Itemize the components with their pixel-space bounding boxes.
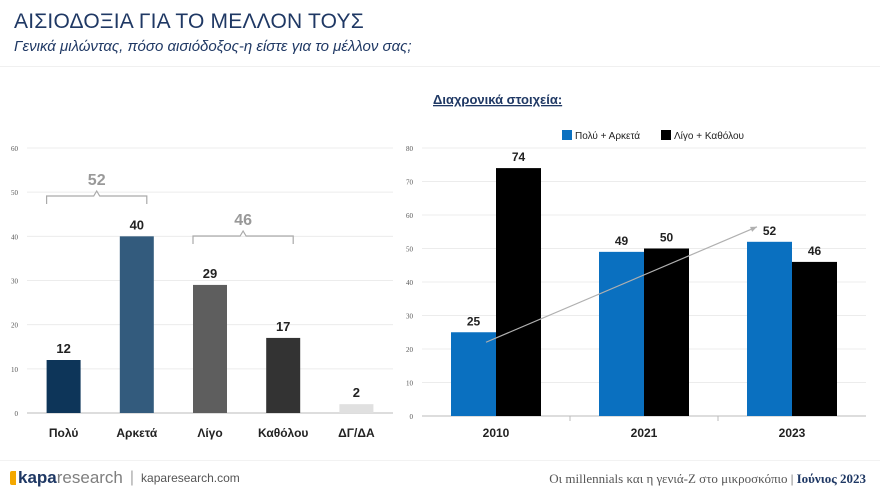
x-tick-label: Πολύ	[49, 426, 78, 440]
y-tick-label: 10	[406, 380, 414, 388]
page-subtitle: Γενικά μιλώντας, πόσο αισιόδοξος-η είστε…	[14, 38, 412, 55]
y-tick-label: 80	[406, 145, 414, 153]
bar-positive	[451, 332, 496, 416]
page-title: ΑΙΣΙΟΔΟΞΙΑ ΓΙΑ ΤΟ ΜΕΛΛΟΝ ΤΟΥΣ	[14, 10, 364, 33]
data-label: 29	[203, 266, 217, 281]
header-divider	[0, 66, 880, 67]
x-tick-label: 2023	[779, 426, 806, 440]
y-tick-label: 70	[406, 179, 414, 187]
bar-positive	[599, 251, 644, 416]
x-tick-label: Λίγο	[197, 426, 222, 440]
data-label: 50	[660, 231, 674, 245]
footer-url: kaparesearch.com	[141, 471, 240, 485]
bar	[266, 337, 301, 413]
x-tick-label: ΔΓ/ΔΑ	[338, 426, 375, 440]
bar-negative	[792, 261, 837, 416]
bar-positive	[747, 241, 792, 416]
y-tick-label: 50	[406, 246, 414, 254]
data-label: 52	[763, 224, 777, 238]
right-bar-chart: Διαχρονικά στοιχεία: 0 10 20 30 40 50 60 70 80 25 4…	[406, 92, 866, 440]
data-label: 74	[512, 150, 526, 164]
report-date: Ιούνιος 2023	[796, 471, 866, 486]
data-label: 25	[467, 314, 481, 328]
data-label: 40	[130, 217, 144, 232]
x-tick-label: 2010	[483, 426, 510, 440]
bar	[119, 236, 154, 413]
bar-negative	[644, 248, 689, 416]
bracket-total-label: 52	[88, 172, 106, 189]
y-tick-label: 60	[406, 212, 414, 220]
bar-negative	[496, 168, 541, 416]
logo-mark-icon	[10, 471, 16, 485]
x-tick-label: 2021	[631, 426, 658, 440]
y-tick-label: 60	[11, 145, 19, 153]
bar	[46, 360, 81, 413]
bracket-total-label: 46	[234, 212, 252, 229]
trend-arrow	[485, 226, 758, 343]
y-tick-label: 40	[11, 233, 19, 241]
y-tick-label: 30	[406, 313, 414, 321]
bracket	[192, 229, 294, 244]
chart-title: Διαχρονικά στοιχεία:	[433, 92, 562, 107]
y-tick-label: 0	[15, 410, 19, 418]
logo-bold-text: kapa	[18, 468, 57, 487]
legend-swatch	[661, 130, 671, 140]
y-tick-label: 30	[11, 278, 19, 286]
bar	[339, 404, 374, 413]
kapa-research-logo: kapa research | kaparesearch.com	[10, 468, 240, 488]
footer-report: Οι millennials και η γενιά-Ζ στο μικροσκ…	[549, 471, 866, 487]
bar	[193, 284, 227, 413]
y-tick-label: 20	[11, 322, 19, 330]
y-tick-label: 50	[11, 189, 19, 197]
report-title: Οι millennials και η γενιά-Ζ στο μικροσκ…	[549, 471, 797, 486]
legend-label: Λίγο + Καθόλου	[674, 130, 744, 142]
y-tick-label: 20	[406, 346, 414, 354]
data-label: 49	[615, 234, 629, 248]
legend-swatch	[562, 130, 572, 140]
data-label: 12	[56, 341, 70, 356]
y-tick-label: 0	[410, 413, 414, 421]
x-tick-label: Αρκετά	[116, 426, 157, 440]
arrowhead-icon	[750, 226, 757, 232]
logo-light-text: research	[56, 468, 123, 487]
footer-divider	[0, 460, 880, 461]
y-tick-label: 40	[406, 279, 414, 287]
data-label: 17	[276, 319, 290, 334]
y-tick-label: 10	[11, 366, 19, 374]
left-bar-chart: 0 10 20 30 40 50 60 12 Πολύ 40 Αρκετά 29 Λίγο 17 Καθόλ…	[11, 145, 393, 440]
x-tick-label: Καθόλου	[258, 426, 308, 440]
data-label: 2	[353, 385, 360, 400]
data-label: 46	[808, 244, 822, 258]
logo-separator: |	[129, 469, 135, 486]
bracket	[46, 189, 148, 204]
legend-label: Πολύ + Αρκετά	[575, 130, 640, 142]
